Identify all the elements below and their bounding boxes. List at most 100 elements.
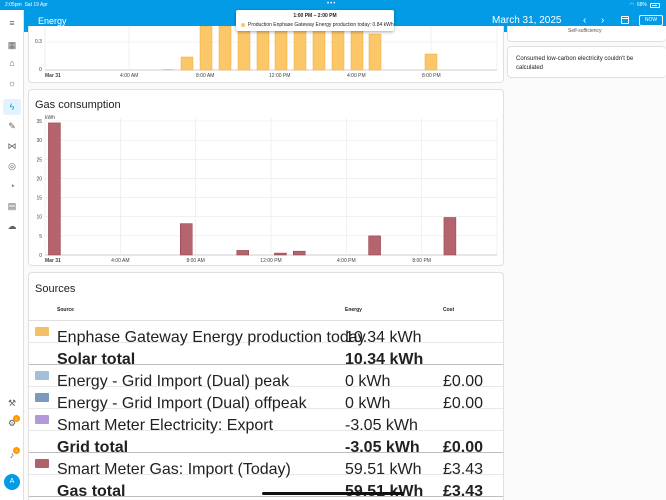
home-icon[interactable]: ⌂ (9, 58, 15, 68)
gas-bar[interactable] (274, 252, 287, 256)
solar-chart (44, 26, 498, 71)
source-color-swatch (35, 371, 49, 380)
x-tick-label: 4:00 PM (347, 73, 366, 79)
solar-bar[interactable] (368, 33, 382, 71)
home-indicator[interactable] (262, 492, 404, 495)
chevron-right-icon[interactable]: › (601, 15, 605, 26)
solar-bar[interactable] (293, 26, 307, 71)
x-tick-label: 8:00 PM (422, 73, 441, 79)
solar-bar[interactable] (163, 69, 173, 70)
source-energy: 10.34 kWh (345, 329, 422, 346)
chart-tooltip: 1:00 PM – 2:00 PM Production Enphase Gat… (236, 10, 394, 31)
sources-card: Sources Source Energy Cost Enphase Gatew… (28, 272, 504, 500)
y-tick-label: 0 (39, 67, 42, 73)
source-name: Solar total (57, 351, 136, 368)
gauge-icon[interactable]: ◔ (9, 181, 15, 191)
energy-icon[interactable]: ϟ (9, 102, 15, 112)
source-name: Smart Meter Electricity: Export (57, 417, 274, 434)
x-tick-label: 4:00 PM (337, 258, 356, 264)
gas-bar[interactable] (368, 235, 381, 256)
x-tick-label: 4:00 AM (120, 73, 139, 79)
solar-bar[interactable] (237, 26, 251, 71)
wrench-icon[interactable]: ✎ (8, 121, 16, 131)
tooltip-series-dot (241, 23, 245, 27)
solar-bar[interactable] (312, 26, 326, 71)
source-name: Enphase Gateway Energy production today (57, 329, 366, 346)
source-name: Gas total (57, 483, 126, 500)
source-energy: -3.05 kWh (345, 439, 420, 456)
multitask-dots[interactable]: ••• (327, 1, 337, 7)
menu-icon[interactable]: ≡ (9, 18, 15, 28)
solar-bar[interactable] (424, 53, 438, 71)
energy-column-header: Energy (345, 307, 362, 313)
self-sufficiency-card: Self-sufficiency (507, 26, 666, 42)
sidebar: ≡ ▦ ⌂ ☼ ϟ ✎ ⋈ ◎ ◔ ▤ ☁ ⚒ ⚙ 2 ♪ 3 A (0, 10, 24, 500)
solar-bar[interactable] (331, 26, 345, 71)
store-icon[interactable]: ▤ (7, 201, 17, 211)
dashboard-icon[interactable]: ▦ (7, 40, 17, 50)
solar-production-card: 0.3 0 Mar 31 4:00 AM 8:00 AM 12:00 PM 4:… (28, 26, 504, 83)
source-energy: 0 kWh (345, 373, 391, 390)
source-total-row: Grid total -3.05 kWh £0.00 (29, 431, 503, 456)
y-tick-label: 10 (36, 215, 42, 221)
cloud-icon[interactable]: ☁ (7, 221, 17, 231)
gas-bar[interactable] (236, 250, 249, 256)
source-energy: -3.05 kWh (345, 417, 418, 434)
solar-bar[interactable] (218, 26, 232, 71)
solar-icon[interactable]: ☼ (7, 78, 17, 88)
solar-bar[interactable] (199, 26, 213, 71)
battery-icon (650, 2, 660, 8)
x-tick-label: 12:00 PM (269, 73, 291, 79)
gas-bar[interactable] (443, 217, 457, 256)
notifications-badge: 3 (13, 447, 20, 454)
now-button[interactable]: NOW (639, 15, 663, 26)
avatar[interactable]: A (4, 474, 20, 490)
source-cost: £3.43 (443, 461, 484, 478)
y-tick-label: 25 (36, 157, 42, 163)
x-tick-label: 8:00 PM (412, 258, 431, 264)
solar-bar[interactable] (274, 26, 288, 71)
calendar-icon[interactable] (621, 16, 629, 24)
y-tick-label: 5 (39, 234, 42, 240)
y-tick-label: 35 (36, 119, 42, 125)
vscode-icon[interactable]: ⋈ (7, 141, 17, 151)
x-tick-label: 4:00 AM (111, 258, 129, 264)
hammer-icon[interactable]: ⚒ (7, 398, 17, 408)
solar-bar[interactable] (350, 26, 364, 71)
y-axis-unit: kWh (45, 115, 55, 121)
source-total-row: Gas total 59.51 kWh £3.43 (29, 475, 503, 500)
source-cost: £0.00 (443, 439, 484, 456)
source-cost: £0.00 (443, 373, 484, 390)
low-carbon-card: Consumed low-carbon electricity couldn't… (507, 46, 666, 78)
self-sufficiency-label: Self-sufficiency (568, 28, 602, 34)
low-carbon-message: Consumed low-carbon electricity couldn't… (516, 56, 634, 71)
status-bar: 2:05pm Sat 19 Apr ••• ◠ 68% (0, 0, 666, 10)
sources-table: Source Energy Cost Enphase Gateway Energ… (29, 273, 503, 500)
gas-card-title: Gas consumption (35, 99, 121, 111)
y-tick-label: 0 (39, 253, 42, 259)
source-energy: 59.51 kWh (345, 483, 424, 500)
chevron-left-icon[interactable]: ‹ (583, 15, 587, 26)
source-row: Energy - Grid Import (Dual) peak 0 kWh £0.… (29, 365, 503, 390)
bell-icon[interactable]: ♪ (9, 450, 15, 460)
tooltip-text: Production Enphase Gateway Energy produc… (248, 22, 394, 28)
sources-title: Sources (35, 283, 76, 295)
wifi-icon: ◠ (629, 2, 634, 8)
network-icon[interactable]: ◎ (8, 161, 16, 171)
x-tick-label: 8:00 AM (186, 258, 204, 264)
gas-bar[interactable] (180, 223, 193, 256)
source-cost: £3.43 (443, 483, 484, 500)
x-tick-label: Mar 31 (45, 73, 61, 79)
settings-icon[interactable]: ⚙ (7, 418, 17, 428)
source-name: Energy - Grid Import (Dual) peak (57, 373, 290, 390)
source-energy: 0 kWh (345, 395, 391, 412)
source-row: Smart Meter Electricity: Export -3.05 kWh (29, 409, 503, 434)
gas-bar[interactable] (293, 250, 306, 256)
source-energy: 59.51 kWh (345, 461, 422, 478)
tooltip-line: Production Enphase Gateway Energy produc… (241, 22, 394, 28)
solar-bar[interactable] (256, 26, 270, 71)
gas-bar[interactable] (48, 122, 61, 256)
solar-bar[interactable] (180, 56, 194, 71)
y-tick-label: 15 (36, 196, 42, 202)
source-row: Smart Meter Gas: Import (Today) 59.51 kWh… (29, 453, 503, 478)
